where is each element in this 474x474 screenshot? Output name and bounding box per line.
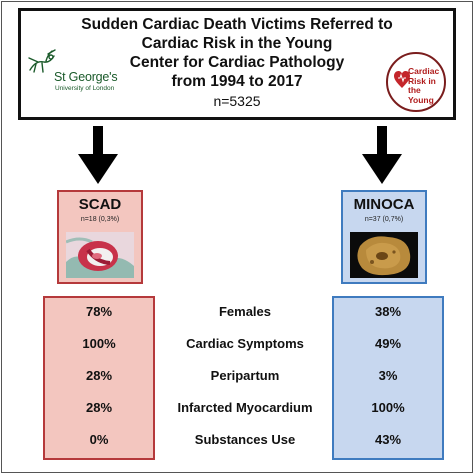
- st-georges-logo: St George's University of London: [26, 48, 126, 98]
- header-title-line: Cardiac Risk in the Young: [141, 35, 333, 52]
- minoca-values-panel: [332, 296, 444, 460]
- row-label: Substances Use: [194, 432, 296, 447]
- minoca-value: 49%: [374, 336, 402, 351]
- st-georges-crest-icon: [28, 49, 56, 73]
- scad-title: SCAD: [78, 196, 122, 213]
- cry-logo: Cardiac Risk in the Young: [386, 52, 446, 112]
- minoca-count: n=37 (0,7%): [364, 216, 404, 223]
- scad-box: SCAD n=18 (0,3%): [57, 190, 143, 284]
- heart-icon: [394, 71, 410, 88]
- minoca-box: MINOCA n=37 (0,7%): [341, 190, 427, 284]
- header-title: Sudden Cardiac Death Victims Referred to…: [21, 15, 453, 91]
- row-label: Cardiac Symptoms: [186, 336, 304, 351]
- scad-value: 78%: [85, 304, 113, 319]
- st-georges-subtitle: University of London: [55, 85, 115, 92]
- scad-value: 100%: [82, 336, 116, 351]
- minoca-value: 38%: [374, 304, 402, 319]
- down-arrow-right: [362, 126, 402, 184]
- header-title-line: from 1994 to 2017: [171, 73, 303, 90]
- minoca-value: 3%: [378, 368, 398, 383]
- cry-logo-line: Cardiac: [408, 66, 440, 76]
- minoca-value: 100%: [371, 400, 405, 415]
- minoca-title: MINOCA: [353, 196, 415, 213]
- down-arrow-left: [78, 126, 118, 184]
- myocardium-gross-section-image: [350, 232, 418, 278]
- scad-count: n=18 (0,3%): [80, 216, 120, 223]
- minoca-value: 43%: [374, 432, 402, 447]
- cry-logo-line: Young: [408, 94, 434, 105]
- st-georges-name: St George's: [54, 70, 118, 84]
- sample-size: n=5325: [213, 93, 261, 109]
- header-title-line: Center for Cardiac Pathology: [129, 54, 345, 71]
- header-box: Sudden Cardiac Death Victims Referred to…: [18, 8, 456, 120]
- scad-value: 0%: [89, 432, 109, 447]
- cry-logo-text: Cardiac Risk in the Young: [408, 66, 444, 105]
- row-label: Peripartum: [210, 368, 280, 383]
- scad-value: 28%: [85, 400, 113, 415]
- cry-logo-line: Risk in the: [408, 75, 436, 95]
- scad-values-panel: [43, 296, 155, 460]
- coronary-dissection-histology-image: [66, 232, 134, 278]
- header-title-line: Sudden Cardiac Death Victims Referred to: [81, 16, 393, 33]
- row-label: Females: [218, 304, 272, 319]
- row-label: Infarcted Myocardium: [177, 400, 313, 415]
- scad-value: 28%: [85, 368, 113, 383]
